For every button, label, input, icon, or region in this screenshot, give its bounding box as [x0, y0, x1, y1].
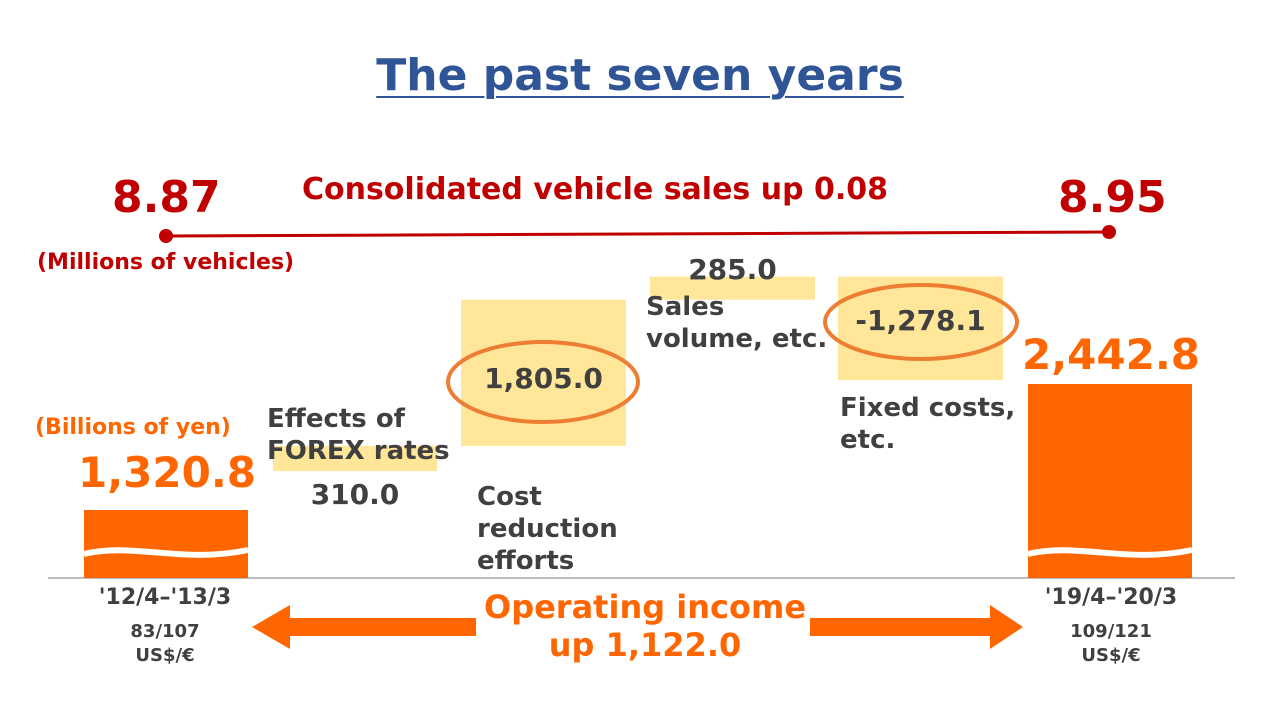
- fx-rate-2: 109/121 US$/€: [1070, 621, 1152, 666]
- value-label-2: 310.0: [310, 478, 400, 511]
- bar-5: [838, 276, 1003, 381]
- operating-income-line2: up 1,122.0: [548, 626, 742, 664]
- arrow-right: [810, 605, 1023, 649]
- category-label-2: Effects of FOREX rates: [267, 404, 450, 466]
- category-label-3: Cost reduction efforts: [477, 482, 618, 576]
- income-unit-label: (Billions of yen): [35, 415, 231, 440]
- bar-1: [84, 510, 248, 578]
- vehicle-sales-start-dot: [159, 229, 173, 243]
- value-label-4: 285.0: [688, 253, 777, 286]
- vehicle-unit-label: (Millions of vehicles): [37, 250, 295, 275]
- bar-4: [650, 276, 815, 300]
- vehicle-sales-line: [165, 230, 1110, 238]
- operating-income-line1: Operating income: [483, 588, 807, 626]
- period-label-1: '12/4–'13/3: [98, 585, 232, 610]
- vehicle-sales-headline: Consolidated vehicle sales up 0.08: [301, 172, 889, 207]
- category-label-5: Fixed costs, etc.: [840, 393, 1016, 455]
- operating-income-label: Operating income up 1,122.0: [440, 588, 850, 664]
- scale-break-1: [83, 547, 249, 558]
- bar-2: [273, 445, 437, 472]
- scale-break-6: [1027, 547, 1193, 558]
- period-label-2: '19/4–'20/3: [1044, 585, 1178, 610]
- vehicle-sales-start: 8.87: [112, 172, 221, 223]
- value-label-3: 1,805.0: [484, 362, 603, 395]
- vehicle-sales-end-dot: [1102, 225, 1116, 239]
- category-label-4: Sales volume, etc.: [646, 292, 828, 354]
- highlight-ring-2: [823, 283, 1019, 361]
- bar-6: [1028, 384, 1192, 578]
- value-label-1: 1,320.8: [78, 448, 257, 497]
- highlight-ring-1: [446, 340, 640, 424]
- page-title: The past seven years: [376, 50, 904, 101]
- arrow-left: [252, 605, 476, 649]
- value-label-5: -1,278.1: [855, 304, 986, 337]
- value-label-6: 2,442.8: [1022, 330, 1201, 379]
- vehicle-sales-end: 8.95: [1058, 172, 1167, 223]
- fx-rate-1: 83/107 US$/€: [130, 621, 200, 666]
